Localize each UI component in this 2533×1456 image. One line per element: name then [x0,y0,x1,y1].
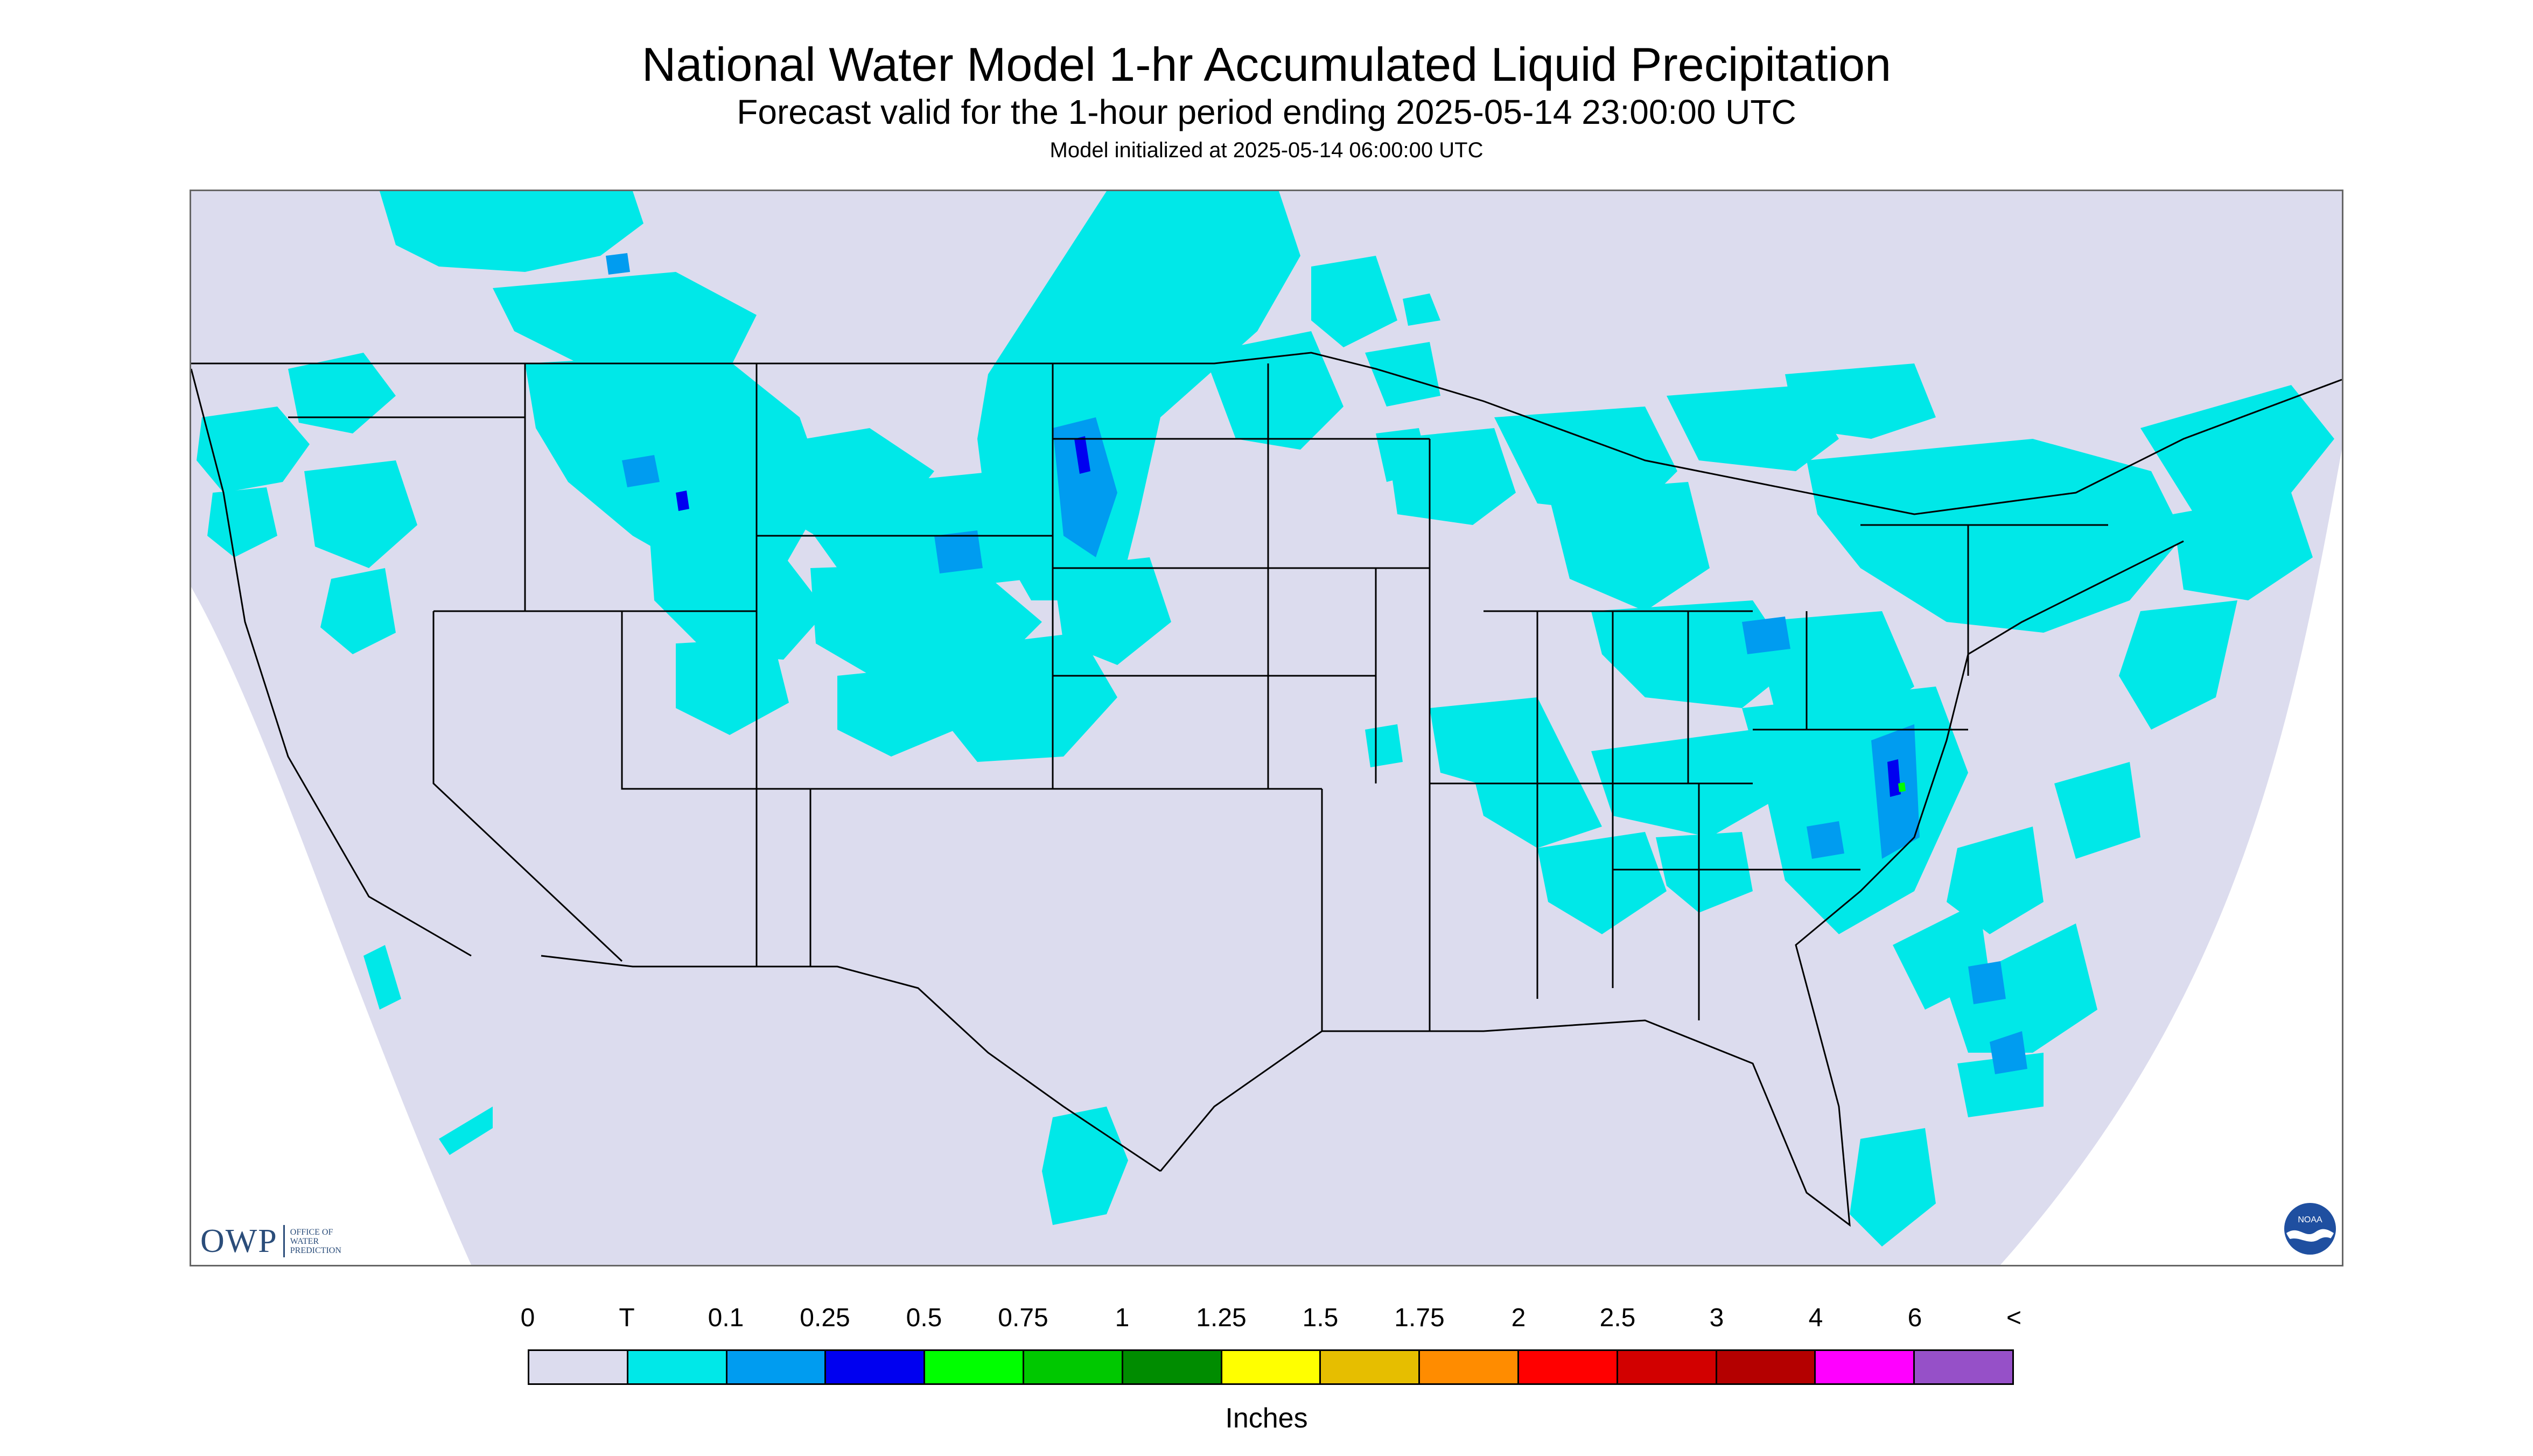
legend-swatch [1222,1351,1321,1383]
noaa-logo-icon: NOAA [2284,1203,2336,1255]
legend-label: 0.5 [906,1304,942,1332]
legend-label: 2.5 [1599,1304,1636,1332]
legend-label: 0.25 [800,1304,850,1332]
owp-logo-text: OWP [200,1223,278,1259]
legend-label: 1.25 [1196,1304,1247,1332]
legend-swatch [529,1351,628,1383]
legend-swatch [1915,1351,2012,1383]
map-panel [190,190,2343,1266]
legend-label: 1.5 [1302,1304,1339,1332]
legend-label: 0.75 [998,1304,1048,1332]
legend-swatch [1618,1351,1717,1383]
owp-logo: OWP OFFICE OF WATER PREDICTION [200,1222,341,1260]
legend-label: 1.75 [1394,1304,1445,1332]
legend-swatch [1816,1351,1915,1383]
legend-swatch [1024,1351,1123,1383]
legend-swatch [1717,1351,1816,1383]
map-title: National Water Model 1-hr Accumulated Li… [641,38,1892,91]
legend-swatch [1123,1351,1222,1383]
legend-label: 4 [1808,1304,1823,1332]
legend-swatch [628,1351,727,1383]
legend-label: 2 [1511,1304,1526,1332]
legend-label: < [2006,1304,2022,1332]
legend-swatch [1321,1351,1421,1383]
owp-logo-subtext: OFFICE OF WATER PREDICTION [290,1227,341,1255]
legend-label: 0 [520,1304,535,1332]
legend-label: 0.1 [708,1304,744,1332]
state-boundaries [191,352,2342,1227]
precip-trace-areas [197,191,2334,1247]
precip-0-1-areas [606,253,2027,1074]
precip-0-25-areas [676,436,1901,797]
legend-labels: 0 T 0.1 0.25 0.5 0.75 1 1.25 1.5 1.75 2 2.5 3 4 6 < [521,1303,2021,1335]
legend-swatch [826,1351,926,1383]
map-subtitle: Forecast valid for the 1-hour period end… [737,93,1796,131]
legend-label: 1 [1115,1304,1130,1332]
svg-text:NOAA: NOAA [2298,1215,2322,1224]
legend-swatch [727,1351,827,1383]
owp-logo-divider [283,1225,285,1257]
legend-swatch [1420,1351,1519,1383]
precip-0-5-areas [1898,782,1906,792]
model-init-time: Model initialized at 2025-05-14 06:00:00… [1049,138,1484,162]
legend-color-bar [528,1349,2014,1385]
legend-units: Inches [1225,1403,1308,1434]
legend-label: T [619,1304,635,1332]
legend-label: 3 [1709,1304,1724,1332]
map-canvas [191,191,2342,1265]
legend-label: 6 [1907,1304,1922,1332]
legend-swatch [925,1351,1024,1383]
legend-swatch [1519,1351,1618,1383]
